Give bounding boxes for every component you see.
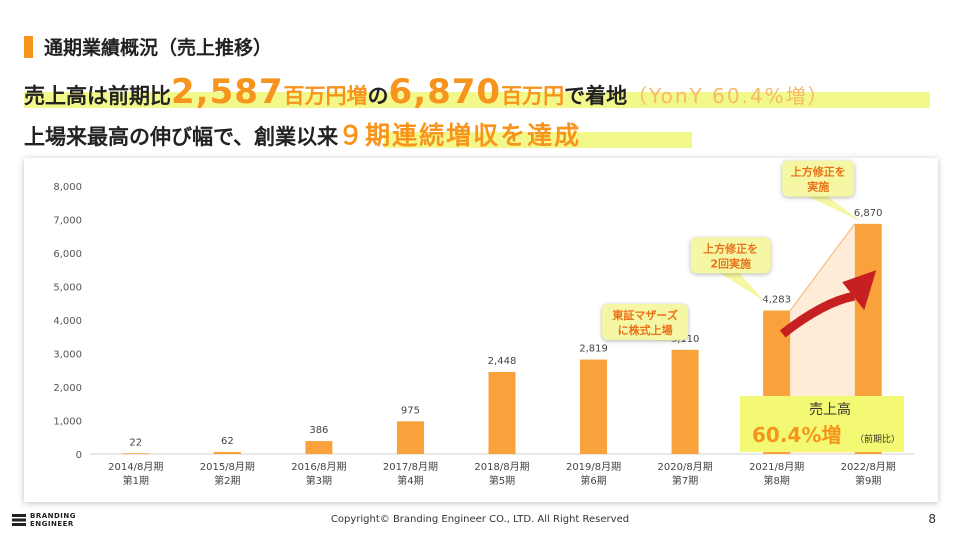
y-tick-label: 6,000 (53, 249, 82, 260)
headline-text: 売上高は前期比 (24, 84, 171, 108)
y-tick-label: 2,000 (53, 383, 82, 394)
data-label: 3,110 (671, 334, 700, 345)
revenue-bar-chart: 0 1,000 2,000 3,000 4,000 5,000 6,000 7,000 8,00… (53, 160, 914, 487)
callout-pointer (718, 272, 765, 302)
headline-text: の (367, 84, 389, 108)
x-tick-label: 2018/8月期 (474, 461, 529, 473)
callout-text: 上方修正を (791, 165, 846, 179)
headline-line-1: 売上高は前期比2,587百万円増の6,870百万円で着地（YonY 60.4%増… (24, 72, 830, 112)
y-tick-label: 7,000 (53, 216, 82, 227)
callout-box (602, 304, 689, 341)
growth-arrow-head-icon (842, 270, 877, 311)
callout-text: 実施 (807, 180, 829, 194)
callout-text: 東証マザーズ (612, 308, 677, 322)
x-tick-label: 2021/8月期 (749, 461, 804, 473)
x-tick-label-period: 第4期 (397, 474, 423, 487)
data-label: 975 (401, 405, 420, 416)
callout-text: 上方修正を (703, 241, 758, 255)
callout-pointer (633, 339, 686, 343)
growth-box-note: （前期比） (855, 433, 900, 445)
x-tick-label-period: 第9期 (855, 474, 881, 487)
data-label: 6,870 (854, 208, 883, 219)
growth-box-value: 60.4%増 (752, 423, 841, 447)
y-tick-label: 0 (76, 450, 82, 461)
data-label: 22 (129, 437, 142, 448)
data-label: 2,819 (579, 344, 608, 355)
data-label: 386 (309, 425, 328, 436)
headline-highlight-2 (384, 132, 692, 148)
x-tick-label: 2014/8月期 (108, 461, 163, 473)
revenue-unit: 百万円 (501, 84, 565, 108)
logo-mark-icon (12, 514, 26, 526)
x-tick-label: 2019/8月期 (566, 461, 621, 473)
data-label: 2,448 (488, 356, 517, 367)
y-tick-label: 3,000 (53, 350, 82, 361)
increase-amount: 2,587 (171, 72, 284, 112)
callout-text: 2回実施 (710, 256, 751, 270)
growth-box-label: 売上高 (809, 401, 851, 418)
chart-card: 0 1,000 2,000 3,000 4,000 5,000 6,000 7,000 8,00… (24, 158, 938, 502)
y-tick-label: 4,000 (53, 316, 82, 327)
bar (671, 349, 699, 454)
title-accent-bar (24, 36, 33, 58)
x-tick-label-period: 第7期 (672, 474, 698, 487)
callout-text: に株式上場 (618, 323, 673, 337)
x-tick-label: 2016/8月期 (291, 461, 346, 473)
logo-line-1: BRANDING (30, 512, 77, 520)
y-tick-label: 8,000 (53, 182, 82, 193)
logo-text: BRANDING ENGINEER (30, 512, 76, 528)
headline-text: で着地 (564, 84, 628, 108)
growth-arrow-icon (779, 291, 856, 338)
x-tick-label-period: 第6期 (580, 474, 606, 487)
x-tick-label-period: 第8期 (763, 474, 789, 487)
x-tick-label-period: 第1期 (123, 474, 149, 487)
x-tick-label: 2015/8月期 (200, 461, 255, 473)
callout-pointer (806, 195, 863, 223)
data-label: 62 (221, 436, 234, 447)
headline-text: 上場来最高の伸び幅で、創業以来 (24, 125, 339, 149)
bar (396, 421, 424, 454)
logo-line-2: ENGINEER (30, 520, 74, 528)
data-label: 4,283 (762, 295, 791, 306)
growth-line (789, 223, 856, 311)
increase-unit: 百万円増 (283, 84, 368, 108)
page-number: 8 (928, 512, 936, 526)
bar (213, 451, 241, 454)
x-tick-label: 2020/8月期 (658, 461, 713, 473)
headline-highlight-1 (24, 92, 930, 108)
y-tick-label: 1,000 (53, 417, 82, 428)
revenue-amount: 6,870 (388, 72, 502, 112)
consecutive-growth: ９期連続増収を達成 (338, 121, 582, 150)
copyright: Copyright© Branding Engineer CO., LTD. A… (330, 514, 630, 525)
x-tick-label: 2022/8月期 (841, 461, 896, 473)
bar (305, 441, 333, 454)
bar (122, 453, 150, 455)
x-tick-label-period: 第2期 (214, 474, 240, 487)
y-tick-label: 5,000 (53, 283, 82, 294)
x-tick-label-period: 第3期 (306, 474, 332, 487)
bar (580, 359, 608, 454)
callout-box (690, 237, 771, 274)
company-logo: BRANDING ENGINEER (12, 512, 76, 528)
growth-box (740, 396, 904, 452)
callout-box (782, 160, 855, 197)
x-tick-label: 2017/8月期 (383, 461, 438, 473)
x-tick-label-period: 第5期 (489, 474, 515, 487)
yoy-growth: （YonY 60.4%増） (627, 84, 830, 108)
bar (488, 371, 516, 454)
headline-line-2: 上場来最高の伸び幅で、創業以来９期連続増収を達成 (24, 116, 581, 152)
slide-title: 通期業績概況（売上推移） (44, 37, 273, 59)
